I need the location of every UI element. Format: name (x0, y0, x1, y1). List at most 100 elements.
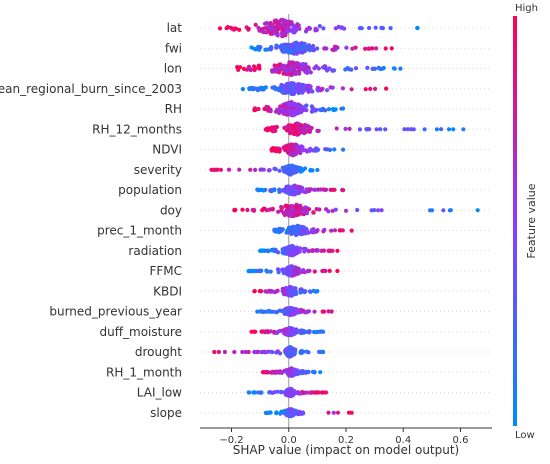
shap-point (274, 410, 279, 415)
x-tick-label: 0.0 (281, 435, 297, 446)
shap-point (258, 288, 263, 294)
feature-label: fwi (165, 41, 182, 55)
shap-point (276, 20, 281, 25)
shap-point (276, 70, 282, 75)
shap-point (251, 207, 257, 212)
shap-point (274, 43, 279, 48)
feature-label: RH_1_month (106, 365, 182, 379)
shap-point (263, 85, 268, 90)
shap-point (241, 66, 247, 71)
shap-point (279, 82, 284, 88)
feature-label: drought (135, 345, 182, 359)
feature-label: radiation (128, 244, 182, 258)
shap-point (372, 66, 378, 71)
colorbar: High Low Feature value (513, 3, 538, 441)
shap-point (292, 389, 297, 394)
shap-point (293, 151, 298, 156)
shap-point (332, 147, 337, 152)
shap-point (271, 247, 276, 252)
shap-point (288, 44, 294, 49)
shap-point (304, 70, 310, 75)
shap-point (312, 47, 317, 52)
feature-label: lon (164, 62, 182, 76)
shap-point (373, 86, 378, 91)
x-tick-label: 0.2 (338, 435, 354, 446)
x-axis: −0.2 0.0 0.2 0.4 0.6 SHAP value (impact on m… (200, 427, 492, 457)
shap-point (291, 131, 297, 137)
feature-label: NDVI (152, 143, 182, 157)
shap-point (266, 127, 271, 132)
shap-point (441, 208, 446, 213)
shap-point (357, 127, 362, 132)
shap-point (259, 350, 264, 355)
shap-point (411, 127, 416, 132)
shap-point (289, 293, 294, 298)
shap-point (291, 392, 296, 398)
shap-point (326, 410, 331, 415)
shap-point (308, 390, 313, 395)
shap-point (278, 411, 283, 416)
shap-point (308, 146, 313, 151)
shap-point (284, 266, 289, 271)
shap-point (334, 126, 339, 131)
shap-point (340, 187, 345, 193)
shap-point (346, 410, 351, 415)
shap-point (301, 308, 306, 313)
shap-point (434, 127, 439, 132)
shap-point (324, 207, 329, 212)
shap-point (355, 207, 360, 213)
shap-point (289, 66, 294, 71)
shap-point (222, 349, 227, 355)
shap-point (215, 167, 220, 172)
shap-point (285, 111, 290, 116)
x-tick-label: 0.4 (395, 435, 411, 446)
shap-point (231, 27, 236, 32)
shap-point (298, 391, 303, 396)
shap-point (292, 290, 297, 295)
shap-point (218, 167, 223, 172)
shap-point (277, 189, 283, 194)
shap-point (292, 252, 297, 257)
shap-point (274, 370, 279, 375)
shap-point (289, 213, 294, 218)
shap-point (342, 26, 347, 31)
shap-point (340, 86, 345, 91)
shap-point (256, 25, 261, 30)
shap-point (321, 65, 326, 70)
shap-point (322, 46, 327, 51)
shap-point (269, 349, 274, 354)
shap-point (309, 104, 314, 109)
shap-point (313, 289, 318, 294)
shap-point (291, 83, 296, 88)
shap-point (287, 330, 292, 335)
shap-point (279, 389, 284, 395)
shap-point (302, 189, 307, 194)
shap-point (217, 26, 223, 31)
shap-point (232, 349, 237, 355)
shap-point (248, 167, 253, 172)
shap-point (264, 350, 269, 355)
shap-point (295, 104, 300, 109)
shap-point (286, 288, 292, 293)
shap-point (240, 349, 245, 355)
shap-point (281, 188, 286, 193)
shap-point (289, 311, 294, 316)
shap-point (402, 127, 407, 132)
shap-point (279, 205, 285, 211)
shap-point (321, 229, 326, 234)
shap-point (374, 127, 379, 132)
shap-point (288, 109, 294, 114)
shap-point (296, 69, 302, 74)
shap-point (312, 66, 317, 71)
shap-point (301, 83, 306, 88)
shap-point (269, 309, 274, 314)
shap-point (276, 226, 282, 232)
shap-point (282, 145, 287, 150)
shap-point (251, 390, 257, 395)
shap-point (285, 307, 290, 312)
shap-point (240, 207, 245, 212)
shap-point (295, 271, 300, 276)
shap-point (284, 125, 289, 130)
shap-point (277, 168, 282, 173)
shap-point (347, 67, 352, 72)
